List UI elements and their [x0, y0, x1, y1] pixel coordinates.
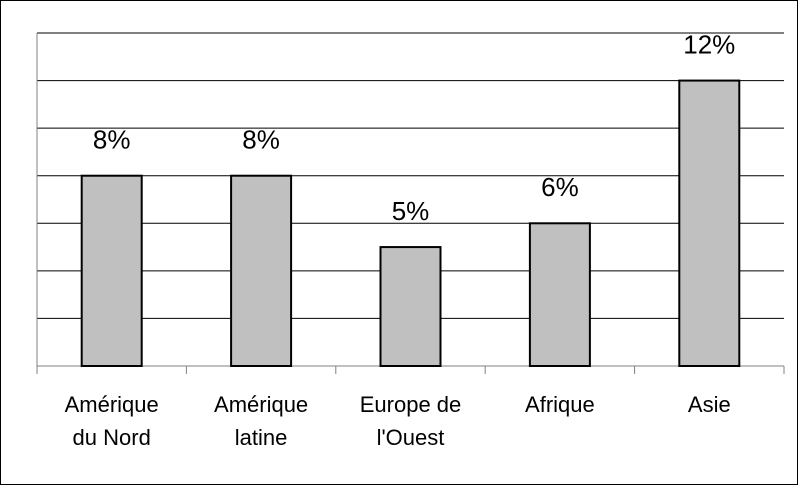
bar	[80, 174, 143, 367]
x-tick-label: Amérique du Nord	[64, 392, 159, 450]
bar	[379, 246, 442, 367]
value-label: 12%	[683, 29, 735, 59]
value-label: 5%	[392, 196, 430, 226]
value-label: 6%	[541, 172, 579, 202]
value-label: 8%	[93, 125, 131, 155]
x-tick-label: Europe de l'Ouest	[359, 392, 462, 450]
bar	[528, 222, 591, 367]
bar	[678, 79, 741, 367]
x-tick-label: Afrique	[525, 392, 595, 417]
x-tick-label: Amérique latine	[214, 392, 309, 450]
x-tick-label: Asie	[687, 392, 731, 417]
value-label: 8%	[242, 125, 280, 155]
bar	[230, 174, 293, 367]
